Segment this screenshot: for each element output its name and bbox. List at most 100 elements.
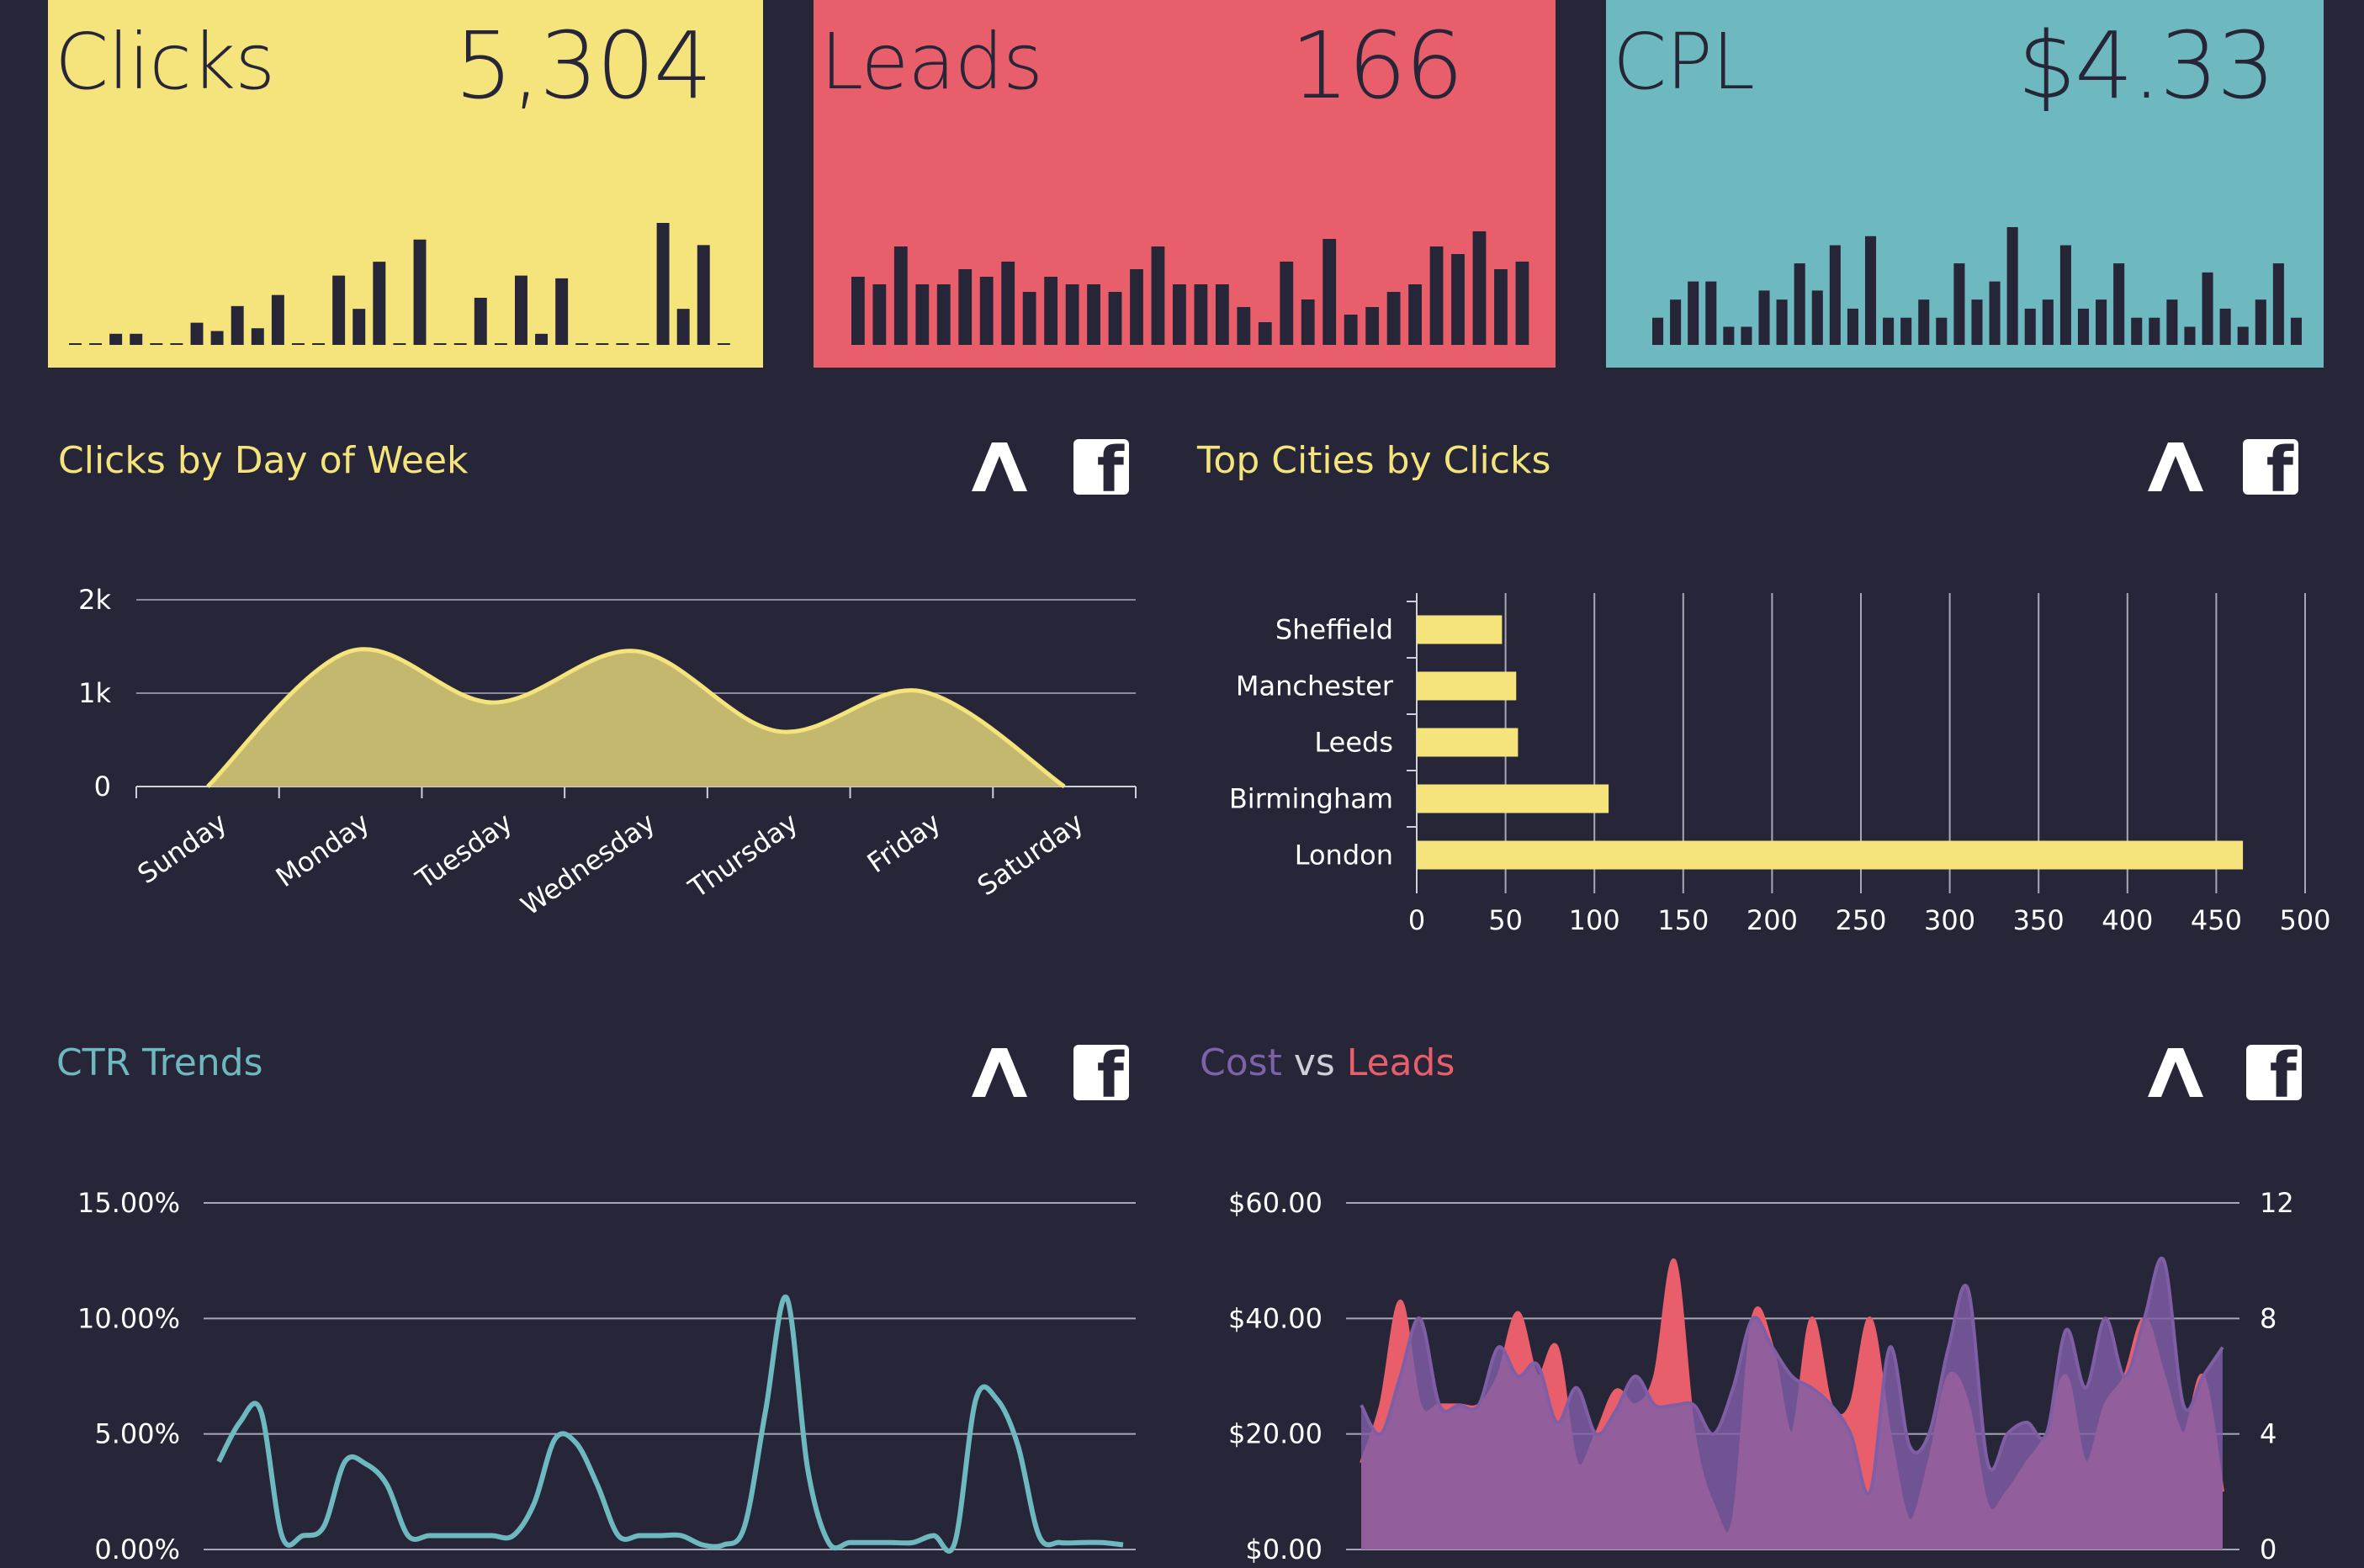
sparkline-bar — [89, 343, 103, 345]
a-logo-icon[interactable] — [972, 439, 1027, 495]
sparkline-bar — [1322, 239, 1337, 345]
kpi-label: Clicks — [55, 17, 275, 107]
sparkline-bar — [69, 343, 82, 345]
a-logo-icon[interactable] — [972, 1045, 1027, 1100]
sparkline-bar — [1022, 292, 1036, 345]
sparkline-bar — [1429, 246, 1444, 345]
y-tick-label: Manchester — [1236, 670, 1394, 702]
a-logo-icon[interactable] — [2148, 439, 2203, 495]
facebook-icon[interactable]: f — [1073, 1045, 1129, 1107]
facebook-icon[interactable]: f — [2246, 1045, 2302, 1107]
sparkline-bar — [1971, 299, 1983, 345]
sparkline-bar — [2272, 263, 2284, 345]
sparkline-bar — [1151, 246, 1165, 345]
sparkline-bar — [717, 343, 730, 345]
sparkline-bar — [1451, 254, 1465, 345]
x-tick-label: 250 — [1835, 904, 1886, 936]
y2-tick-label: 4 — [2260, 1418, 2277, 1450]
x-tick-label: 100 — [1569, 904, 1620, 936]
sparkline-bar — [1953, 263, 1965, 345]
sparkline-bar — [150, 343, 163, 345]
sparkline-bar — [2113, 263, 2125, 345]
sparkline-bar — [2042, 299, 2054, 345]
x-tick-label: 400 — [2102, 904, 2153, 936]
sparkline-bar — [676, 309, 690, 345]
sparkline-bar — [1811, 290, 1823, 345]
x-tick-label: Saturday — [972, 806, 1089, 902]
area-cost — [1361, 1258, 2223, 1549]
clicks-sparkline — [69, 223, 730, 345]
panel-title-clicks-by-day: Clicks by Day of Week — [58, 439, 469, 482]
sparkline-bar — [1237, 307, 1251, 345]
y-tick-label: London — [1295, 840, 1393, 871]
x-tick-label: Friday — [861, 806, 946, 879]
kpi-card-leads: Leads 166 — [814, 0, 1556, 368]
sparkline-bar — [433, 343, 447, 345]
sparkline-bar — [1280, 262, 1294, 345]
ctr-trends-chart: 0.00% 5.00% 10.00% 15.00% — [77, 1187, 1136, 1565]
cost-vs-leads-chart: $0.00 $20.00 $40.00 $60.00 0 4 8 12 — [1228, 1187, 2294, 1565]
facebook-icon[interactable]: f — [1073, 439, 1129, 501]
cpl-sparkline — [1652, 227, 2302, 345]
sparkline-bar — [2149, 317, 2160, 345]
sparkline-bar — [958, 269, 973, 345]
sparkline-bar — [130, 333, 143, 345]
sparkline-bar — [1847, 308, 1858, 345]
title-vs: vs — [1281, 1041, 1347, 1084]
sparkline-bar — [915, 284, 930, 345]
sparkline-bar — [332, 275, 346, 345]
kpi-value: 5,304 — [454, 12, 713, 119]
sparkline-bar — [1670, 299, 1682, 345]
sparkline-bar — [1065, 284, 1079, 345]
leads-sparkline — [851, 231, 1529, 345]
sparkline-bar — [2131, 317, 2143, 345]
x-tick-label: 300 — [1924, 904, 1975, 936]
sparkline-bar — [1087, 284, 1100, 345]
sparkline-bar — [1408, 284, 1422, 345]
x-tick-label: 350 — [2013, 904, 2065, 936]
y-tick-label: 5.00% — [94, 1418, 180, 1450]
bar — [1417, 784, 1609, 813]
sparkline-bar — [170, 343, 183, 345]
sparkline-bar — [1705, 281, 1717, 345]
sparkline-bar — [453, 343, 467, 345]
sparkline-bar — [1194, 284, 1208, 345]
sparkline-bar — [1883, 317, 1895, 345]
sparkline-bar — [1173, 284, 1186, 345]
x-tick-label: Thursday — [682, 806, 804, 904]
sparkline-bar — [1936, 317, 1948, 345]
sparkline-bar — [851, 277, 865, 345]
sparkline-bar — [656, 223, 670, 345]
sparkline-bar — [271, 294, 284, 345]
sparkline-bar — [575, 343, 589, 345]
sparkline-bar — [2024, 308, 2036, 345]
a-logo-icon[interactable] — [2148, 1045, 2203, 1100]
sparkline-bar — [2006, 227, 2018, 345]
sparkline-bar — [1344, 315, 1358, 345]
sparkline-bar — [1900, 317, 1912, 345]
area-fill — [207, 649, 1065, 787]
x-tick-label: Wednesday — [515, 806, 661, 921]
title-leads: Leads — [1346, 1041, 1455, 1084]
x-tick-label: Monday — [270, 806, 375, 893]
sparkline-bar — [292, 343, 305, 345]
y-tick-label: 0.00% — [94, 1534, 180, 1565]
sparkline-bar — [535, 333, 549, 345]
line-cost — [1360, 1256, 2224, 1496]
top-cities-chart: 0 50 100 150 200 250 300 350 400 450 500 Sheffield M… — [1229, 593, 2331, 936]
y-tick-label: $20.00 — [1228, 1418, 1322, 1450]
y-tick-label: 15.00% — [77, 1187, 180, 1219]
kpi-card-cpl: CPL $4.33 — [1606, 0, 2324, 368]
facebook-icon[interactable]: f — [2243, 439, 2298, 501]
sparkline-bar — [109, 333, 123, 345]
sparkline-bar — [872, 284, 887, 345]
bar — [1417, 615, 1503, 644]
sparkline-bar — [413, 239, 427, 345]
bar — [1417, 671, 1517, 701]
sparkline-bar — [2077, 308, 2090, 345]
x-tick-label: 50 — [1488, 904, 1523, 936]
x-tick-label: Sunday — [132, 806, 233, 890]
sparkline-bar — [1989, 281, 2001, 345]
sparkline-bar — [2096, 299, 2107, 345]
sparkline-bar — [2255, 299, 2266, 345]
